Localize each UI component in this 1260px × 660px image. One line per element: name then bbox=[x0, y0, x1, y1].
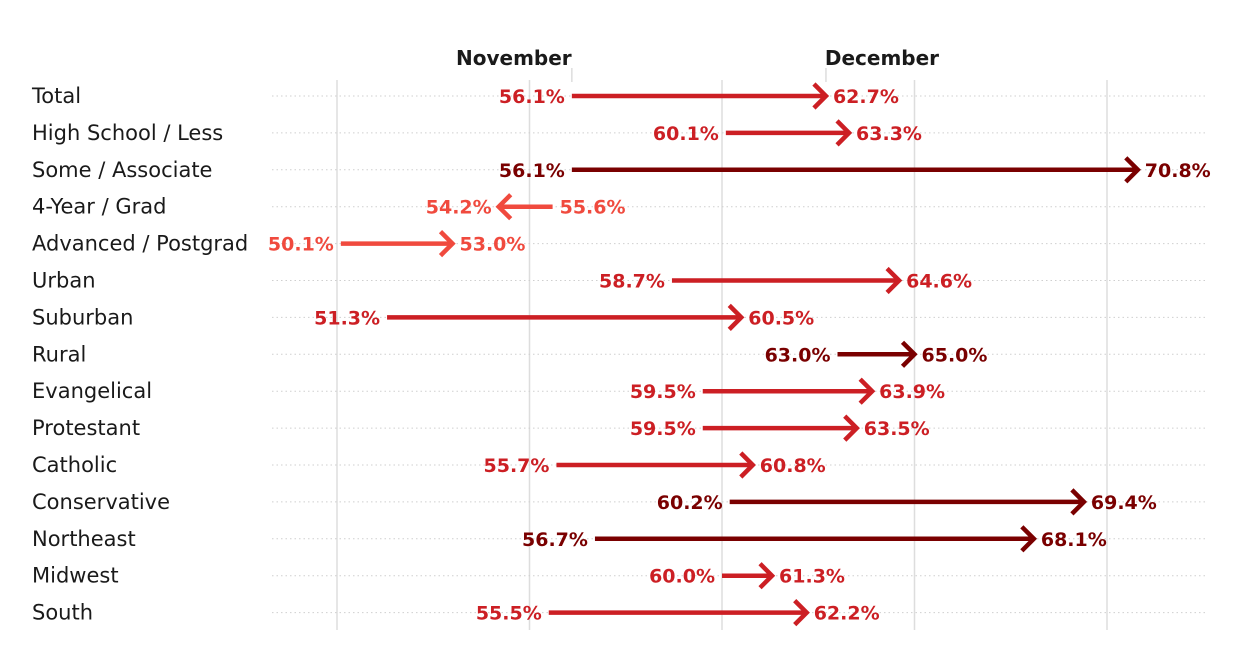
november-value-label: 50.1% bbox=[268, 234, 334, 256]
december-value-label: 63.3% bbox=[856, 123, 922, 145]
row-label: Evangelical bbox=[32, 379, 152, 403]
chart-row: Total 56.1% 62.7% bbox=[31, 82, 1208, 110]
november-value-label: 55.5% bbox=[476, 603, 542, 625]
row-label: Catholic bbox=[32, 453, 117, 477]
chart-row: Evangelical 59.5% 63.9% bbox=[32, 377, 1208, 405]
chart-row: Conservative 60.2% 69.4% bbox=[32, 488, 1208, 516]
column-header-layer: November December bbox=[456, 46, 939, 82]
arrow-head bbox=[739, 451, 756, 479]
row-label: Urban bbox=[32, 269, 96, 293]
november-value-label: 56.1% bbox=[499, 86, 565, 108]
arrow-head bbox=[758, 562, 776, 590]
rows-layer: Total 56.1% 62.7% High School / Less 60.1% 63… bbox=[31, 82, 1211, 627]
chart-row: Catholic 55.7% 60.8% bbox=[32, 451, 1208, 479]
december-value-label: 69.4% bbox=[1091, 492, 1157, 514]
november-value-label: 56.1% bbox=[499, 160, 565, 182]
arrow-head bbox=[1020, 525, 1038, 553]
arrow-head bbox=[727, 303, 745, 331]
row-label: High School / Less bbox=[32, 121, 223, 145]
november-value-label: 51.3% bbox=[314, 307, 380, 329]
arrow-head bbox=[843, 414, 860, 442]
chart-row: Advanced / Postgrad 50.1% 53.0% bbox=[32, 230, 1208, 258]
arrow-head bbox=[835, 119, 853, 147]
chart-row: Northeast 56.7% 68.1% bbox=[32, 525, 1208, 553]
arrow-head bbox=[885, 266, 903, 295]
december-value-label: 68.1% bbox=[1041, 529, 1107, 551]
december-value-label: 60.8% bbox=[760, 455, 826, 477]
row-label: Rural bbox=[32, 342, 86, 366]
row-label: Advanced / Postgrad bbox=[32, 232, 248, 256]
arrow-head bbox=[495, 193, 513, 221]
november-value-label: 59.5% bbox=[630, 418, 696, 440]
december-value-label: 54.2% bbox=[426, 197, 492, 219]
grid-layer bbox=[336, 80, 1108, 630]
chart-row: Some / Associate 56.1% 70.8% bbox=[32, 156, 1211, 184]
november-value-label: 63.0% bbox=[765, 344, 831, 366]
arrow-head bbox=[438, 230, 456, 258]
december-value-label: 64.6% bbox=[906, 271, 972, 293]
november-value-label: 56.7% bbox=[522, 529, 588, 551]
arrow-head bbox=[858, 377, 876, 405]
december-value-label: 62.2% bbox=[814, 603, 880, 625]
december-value-label: 60.5% bbox=[748, 307, 814, 329]
row-label: 4-Year / Grad bbox=[32, 195, 166, 219]
row-label: Conservative bbox=[32, 490, 170, 514]
row-label: Total bbox=[31, 84, 81, 108]
row-label: South bbox=[32, 601, 93, 625]
row-label: Suburban bbox=[32, 305, 133, 329]
row-label: Protestant bbox=[32, 416, 140, 440]
december-value-label: 53.0% bbox=[460, 234, 526, 256]
november-column-label: November bbox=[456, 46, 572, 70]
chart-row: 4-Year / Grad 55.6% 54.2% bbox=[32, 193, 1208, 221]
arrow-head bbox=[793, 599, 810, 627]
arrow-head bbox=[1070, 488, 1088, 516]
chart-row: Rural 63.0% 65.0% bbox=[32, 340, 1208, 368]
december-value-label: 63.5% bbox=[864, 418, 930, 440]
december-value-label: 61.3% bbox=[779, 566, 845, 588]
chart-row: Midwest 60.0% 61.3% bbox=[32, 562, 1208, 590]
december-value-label: 62.7% bbox=[833, 86, 899, 108]
november-value-label: 60.2% bbox=[657, 492, 723, 514]
chart-row: South 55.5% 62.2% bbox=[32, 599, 1208, 627]
row-label: Some / Associate bbox=[32, 158, 212, 182]
arrow-head bbox=[1124, 156, 1141, 184]
chart-row: Protestant 59.5% 63.5% bbox=[32, 414, 1208, 442]
november-value-label: 59.5% bbox=[630, 381, 696, 403]
november-value-label: 55.7% bbox=[484, 455, 550, 477]
november-value-label: 60.1% bbox=[653, 123, 719, 145]
november-value-label: 58.7% bbox=[599, 271, 665, 293]
december-value-label: 65.0% bbox=[922, 344, 988, 366]
arrow-head bbox=[812, 82, 830, 110]
arrow-head bbox=[900, 340, 918, 368]
chart-row: High School / Less 60.1% 63.3% bbox=[32, 119, 1208, 147]
chart-row: Urban 58.7% 64.6% bbox=[32, 266, 1208, 295]
row-label: Midwest bbox=[32, 564, 119, 588]
chart-row: Suburban 51.3% 60.5% bbox=[32, 303, 1208, 331]
row-label: Northeast bbox=[32, 527, 136, 551]
december-column-label: December bbox=[825, 46, 939, 70]
november-value-label: 60.0% bbox=[649, 566, 715, 588]
november-value-label: 55.6% bbox=[560, 197, 626, 219]
december-value-label: 63.9% bbox=[879, 381, 945, 403]
december-value-label: 70.8% bbox=[1145, 160, 1211, 182]
